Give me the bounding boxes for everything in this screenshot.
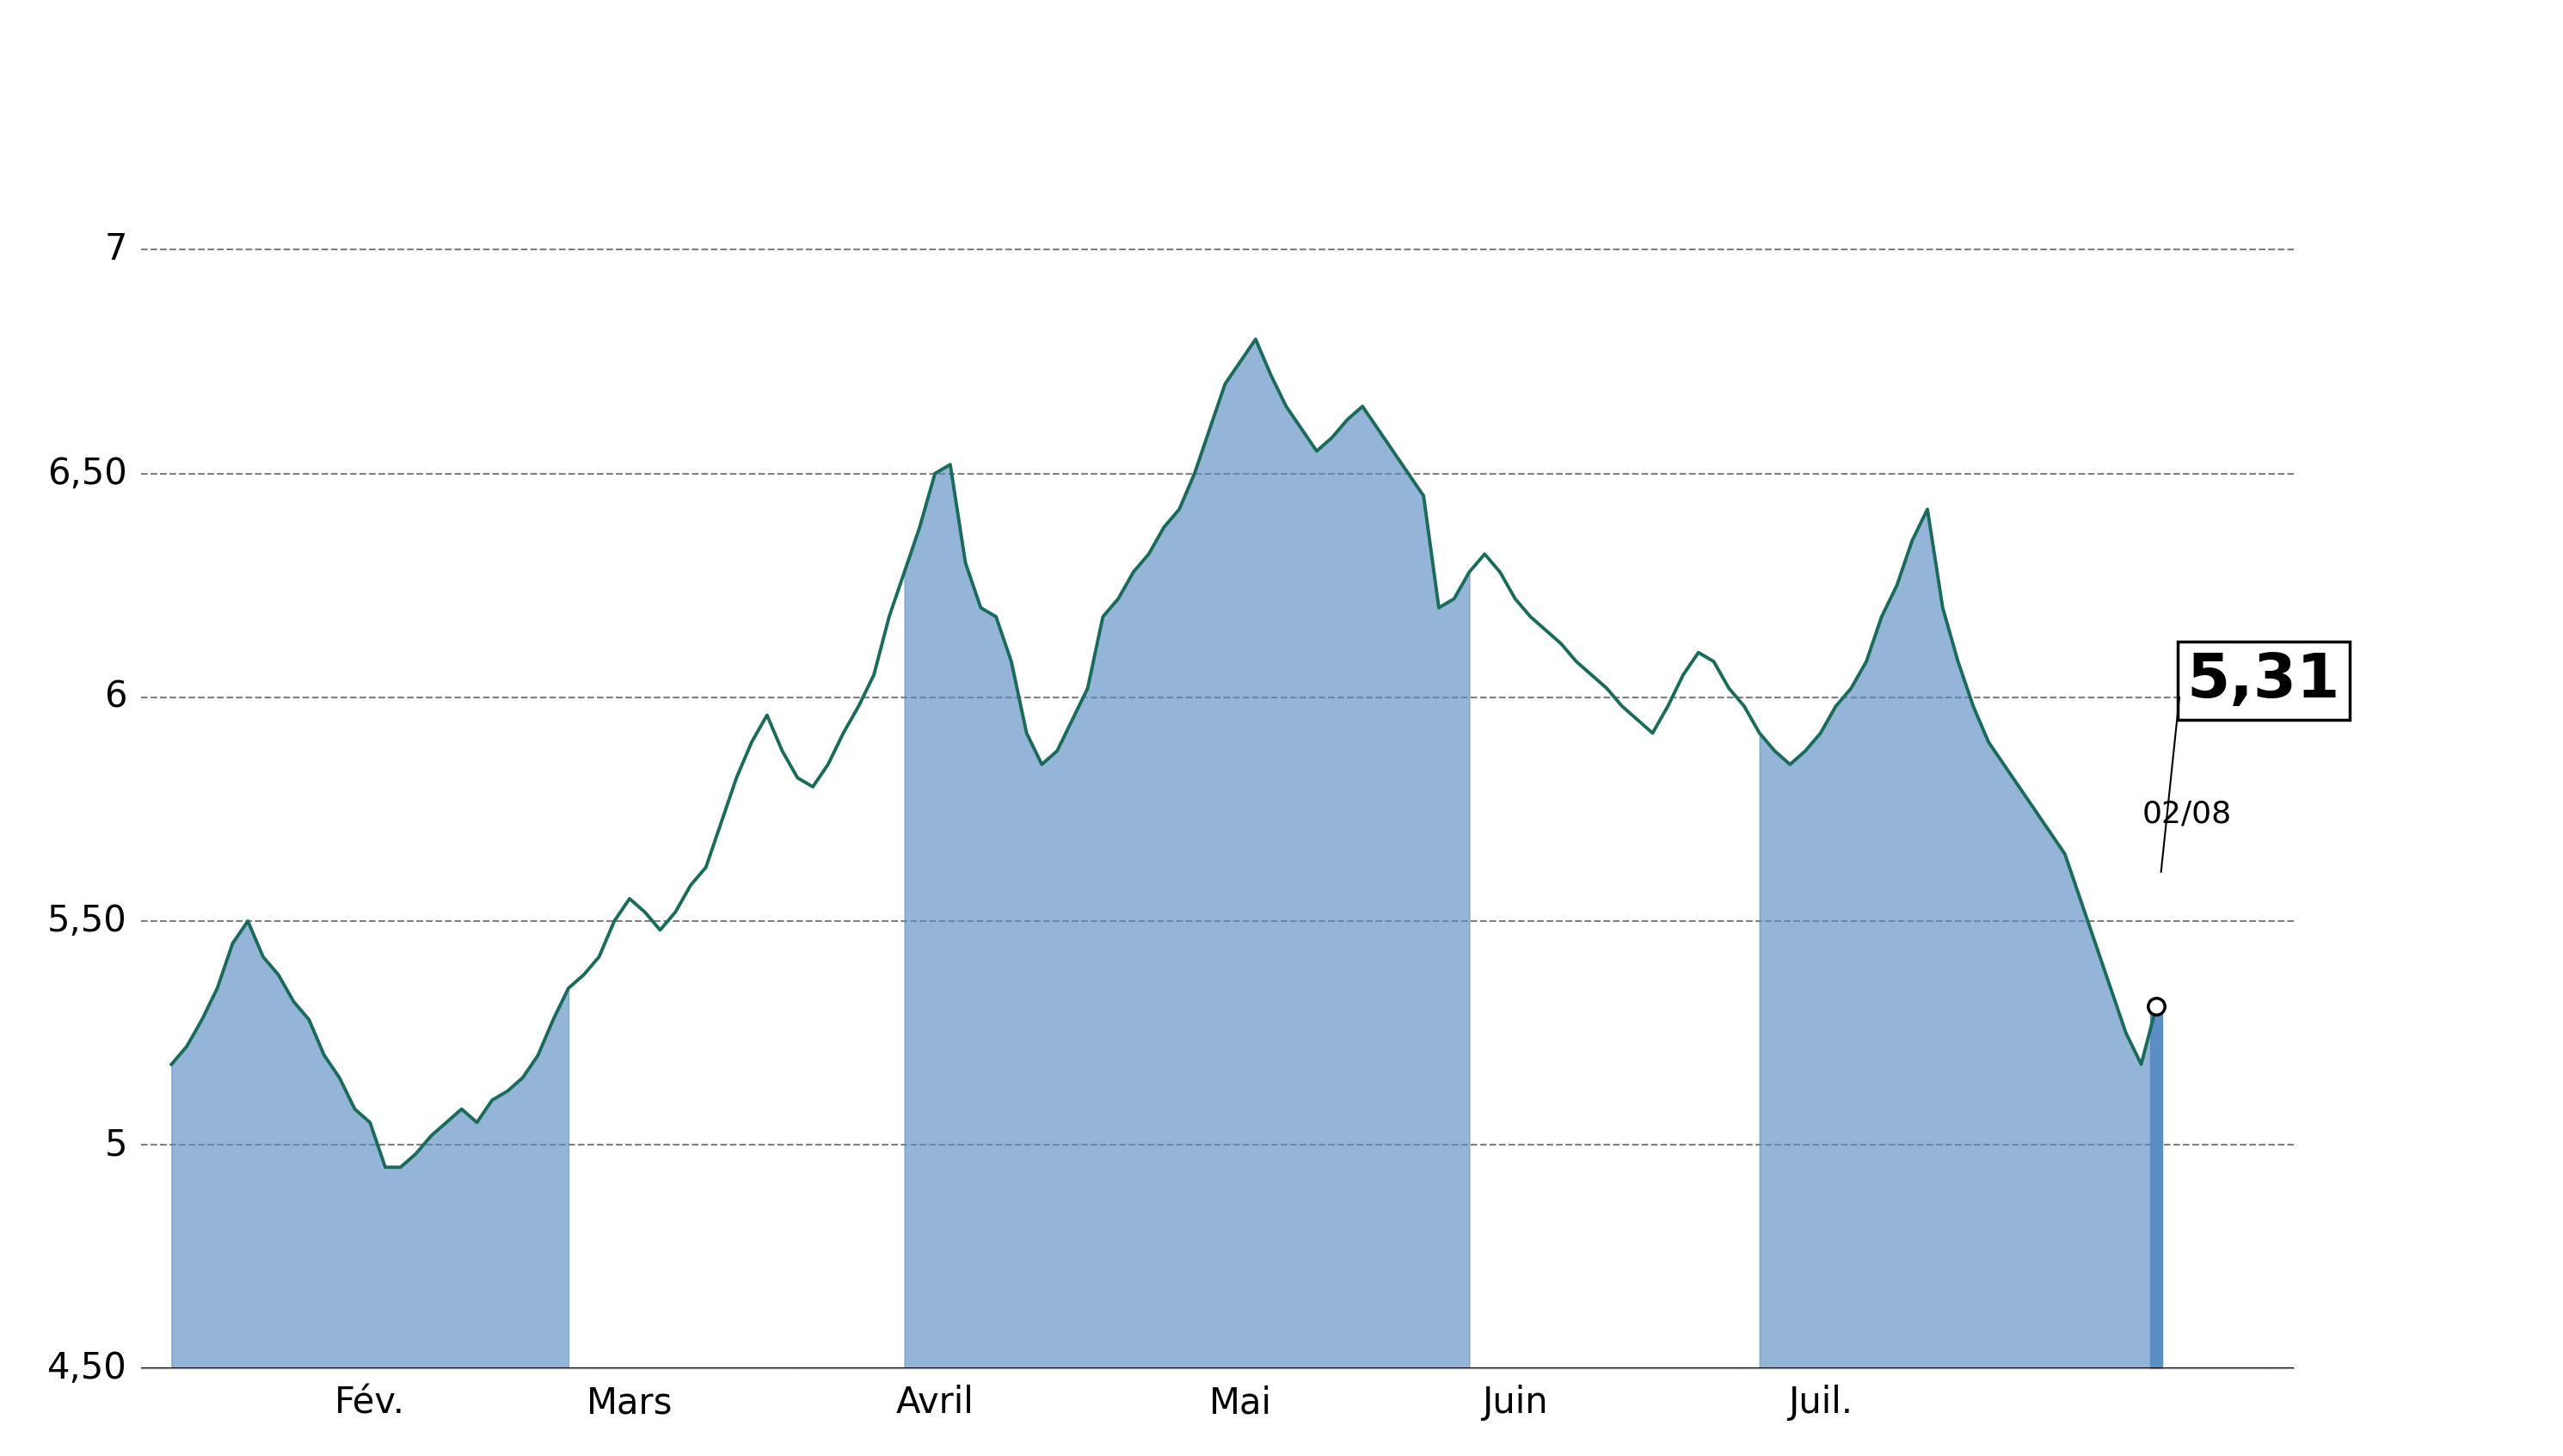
Text: MAUREL ET PROM: MAUREL ET PROM: [910, 33, 1653, 105]
Text: 5,31: 5,31: [2186, 651, 2340, 711]
Text: 02/08: 02/08: [2143, 799, 2232, 828]
